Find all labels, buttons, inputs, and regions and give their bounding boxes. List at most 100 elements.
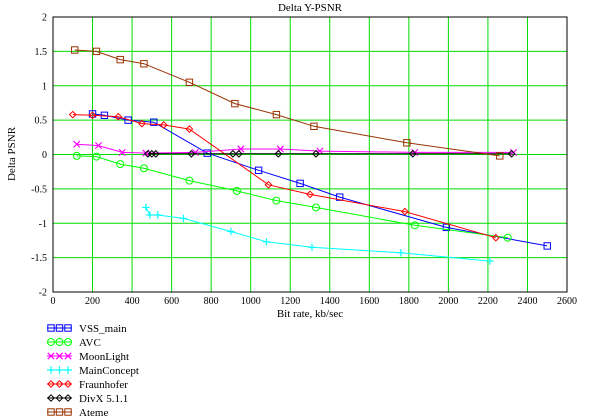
data-point <box>316 147 324 155</box>
series <box>68 110 500 242</box>
data-point <box>272 110 281 119</box>
legend-entry: DivX 5.1.1 <box>47 393 128 405</box>
data-point <box>306 190 314 199</box>
data-point <box>408 149 417 158</box>
y-tick-label: 0 <box>42 150 47 161</box>
legend-marker <box>47 394 55 402</box>
legend-marker <box>47 338 55 346</box>
legend-marker <box>64 352 72 360</box>
data-point <box>232 186 241 195</box>
data-point <box>138 119 146 128</box>
legend-marker <box>64 408 72 416</box>
data-point <box>139 164 148 173</box>
y-tick-label: 1.5 <box>35 47 48 58</box>
legend-marker <box>55 366 64 374</box>
data-point <box>234 149 243 158</box>
data-point <box>185 78 194 87</box>
series-layer <box>68 46 551 265</box>
data-point <box>308 243 316 252</box>
legend-marker <box>55 380 64 388</box>
data-point <box>118 148 126 157</box>
x-tick-label: 2000 <box>438 296 458 307</box>
x-tick-label: 0 <box>51 296 56 307</box>
y-axis-label: Delta PSNR <box>6 126 18 181</box>
x-tick-label: 1800 <box>399 296 419 307</box>
data-point <box>228 149 237 158</box>
x-tick-label: 1600 <box>359 296 379 307</box>
legend: VSS_main AVC MoonLight MainConcept Fraunhofe… <box>47 323 139 416</box>
legend-entry: Fraunhofer <box>47 379 128 391</box>
series-line <box>72 114 496 239</box>
data-point <box>403 139 411 147</box>
data-point <box>274 149 283 158</box>
y-tick-label: -2 <box>39 288 47 299</box>
data-point <box>491 233 500 242</box>
legend-marker <box>55 338 64 346</box>
data-point <box>231 99 239 108</box>
legend-marker <box>55 408 64 416</box>
data-point <box>92 152 101 161</box>
legend-marker <box>55 394 64 402</box>
x-tick-label: 400 <box>125 296 140 307</box>
legend-entry: Ateme <box>47 407 108 416</box>
legend-marker <box>55 324 64 332</box>
series-line <box>74 49 500 157</box>
legend-marker <box>47 366 55 374</box>
data-point <box>94 141 103 150</box>
data-point <box>187 149 196 158</box>
data-point <box>154 211 162 219</box>
legend-marker <box>64 338 72 346</box>
data-point <box>227 227 235 236</box>
data-point <box>151 149 160 158</box>
x-tick-label: 800 <box>204 296 219 307</box>
data-point <box>262 238 271 246</box>
data-point <box>335 193 344 201</box>
legend-label: Fraunhofer <box>79 379 128 391</box>
data-point <box>179 214 188 223</box>
data-point <box>159 121 168 129</box>
legend-label: Ateme <box>79 407 108 416</box>
x-axis-label: Bit rate, kb/sec <box>277 308 343 320</box>
series <box>142 203 494 265</box>
data-point <box>312 149 320 158</box>
data-point <box>397 249 405 257</box>
series-line <box>76 143 514 154</box>
y-tick-label: -1 <box>39 219 47 230</box>
series <box>72 151 512 242</box>
data-point <box>88 111 97 120</box>
legend-entry: VSS_main <box>47 323 127 335</box>
data-point <box>486 257 494 265</box>
legend-marker <box>64 366 72 374</box>
data-point <box>73 140 81 148</box>
y-tick-label: 0.5 <box>35 116 48 127</box>
legend-label: VSS_main <box>79 323 127 335</box>
data-point <box>310 122 318 131</box>
x-tick-label: 600 <box>164 296 179 307</box>
x-tick-label: 1400 <box>320 296 340 307</box>
data-point <box>116 55 124 64</box>
data-point <box>71 46 79 54</box>
x-tick-label: 2400 <box>517 296 537 307</box>
data-point <box>503 233 512 242</box>
data-point <box>146 211 154 219</box>
legend-label: AVC <box>79 337 101 349</box>
legend-marker <box>47 380 55 388</box>
data-point <box>264 180 273 189</box>
legend-entry: AVC <box>47 337 101 349</box>
data-point <box>272 196 281 205</box>
series <box>143 149 516 158</box>
legend-marker <box>47 324 55 332</box>
chart-title: Delta Y-PSNR <box>278 2 343 14</box>
y-tick-label: 1 <box>42 81 47 92</box>
legend-entry: MainConcept <box>47 365 139 377</box>
x-tick-label: 200 <box>85 296 100 307</box>
data-point <box>507 149 516 158</box>
data-point <box>150 118 158 126</box>
legend-label: DivX 5.1.1 <box>79 393 128 405</box>
legend-marker <box>64 394 72 402</box>
data-point <box>116 160 125 169</box>
data-point <box>203 149 211 157</box>
legend-marker <box>64 380 72 388</box>
data-point <box>254 166 263 175</box>
